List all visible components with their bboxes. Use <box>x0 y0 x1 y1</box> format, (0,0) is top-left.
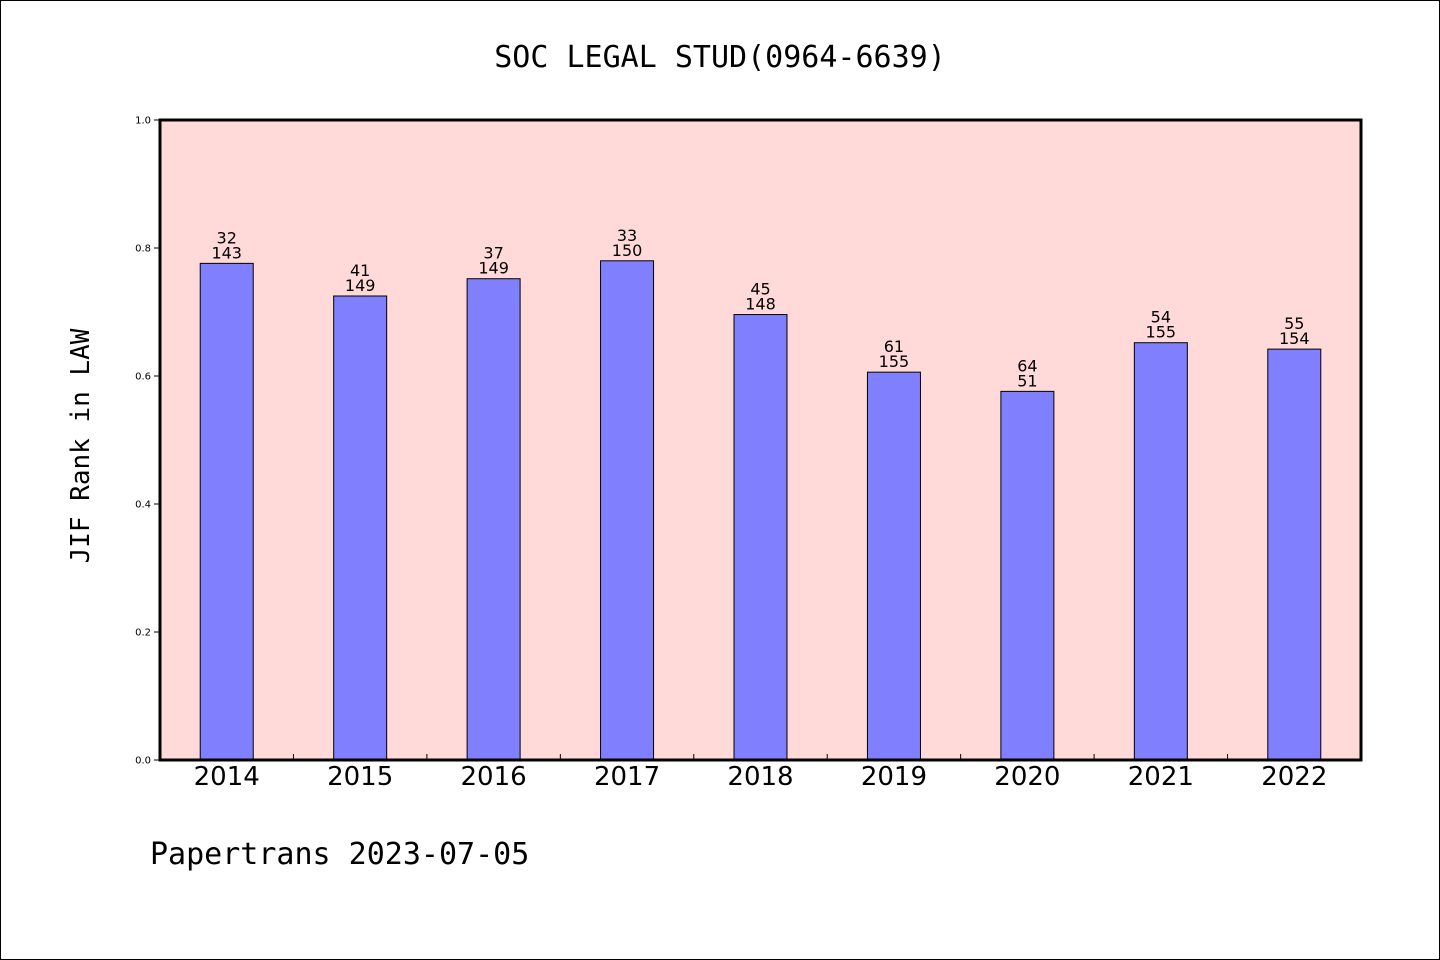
x-tick-label: 2021 <box>1128 762 1194 792</box>
bar-total-label: 149 <box>478 259 509 278</box>
bar-rank-label: 37 <box>483 244 503 263</box>
x-tick-label: 2016 <box>461 762 527 792</box>
bar-series <box>199 260 1322 761</box>
bar-rank-label: 55 <box>1284 314 1304 333</box>
plot-border <box>158 118 1363 762</box>
y-axis-label: JIF Rank in LAW <box>66 328 96 563</box>
bar-2014 <box>199 262 254 761</box>
x-tick-label: 2020 <box>994 762 1060 792</box>
bar-2018 <box>733 314 788 761</box>
bar-2019 <box>866 371 921 761</box>
bar-2022 <box>1267 348 1322 761</box>
y-tick-label: 0.8 <box>135 244 151 255</box>
x-tick-label: 2022 <box>1261 762 1327 792</box>
chart-title: SOC LEGAL STUD(0964-6639) <box>494 40 946 75</box>
bar-rank-label: 33 <box>617 226 637 245</box>
bar-total-label: 155 <box>1146 323 1177 342</box>
x-tick-label: 2019 <box>861 762 927 792</box>
bar-2021 <box>1133 342 1188 761</box>
x-tick-label: 2018 <box>727 762 793 792</box>
bar-rank-label: 54 <box>1151 308 1171 327</box>
bar-total-label: 143 <box>211 243 242 262</box>
y-tick-label: 1.0 <box>135 116 151 127</box>
bar-total-label: 154 <box>1279 329 1310 348</box>
x-tick-label: 2017 <box>594 762 660 792</box>
bar-total-label: 149 <box>345 276 376 295</box>
bar-total-label: 150 <box>612 241 643 260</box>
bar-2020 <box>1000 390 1055 761</box>
bar-rank-label: 64 <box>1017 356 1037 375</box>
x-tick-label: 2015 <box>327 762 393 792</box>
bar-rank-label: 32 <box>217 228 237 247</box>
footer-credit: Papertrans 2023-07-05 <box>150 837 529 872</box>
bar-2017 <box>600 260 655 761</box>
y-axis: 0.0 0.2 0.4 0.6 0.8 1.0 <box>135 116 160 767</box>
x-tick-label: 2014 <box>194 762 260 792</box>
bar-total-label: 51 <box>1017 371 1037 390</box>
y-tick-label: 0.0 <box>135 756 151 767</box>
bar-2015 <box>333 295 388 761</box>
bar-rank-label: 61 <box>884 337 904 356</box>
bar-total-label: 148 <box>745 295 776 314</box>
y-tick-label: 0.6 <box>135 372 151 383</box>
bar-2016 <box>466 278 521 761</box>
y-tick-label: 0.2 <box>135 628 151 639</box>
bar-total-label: 155 <box>879 352 910 371</box>
y-tick-label: 0.4 <box>135 500 151 511</box>
bar-rank-label: 41 <box>350 261 370 280</box>
x-axis: 2014 2015 2016 2017 2018 2019 2020 2021 2022 <box>194 754 1327 792</box>
bar-rank-label: 45 <box>750 280 770 299</box>
